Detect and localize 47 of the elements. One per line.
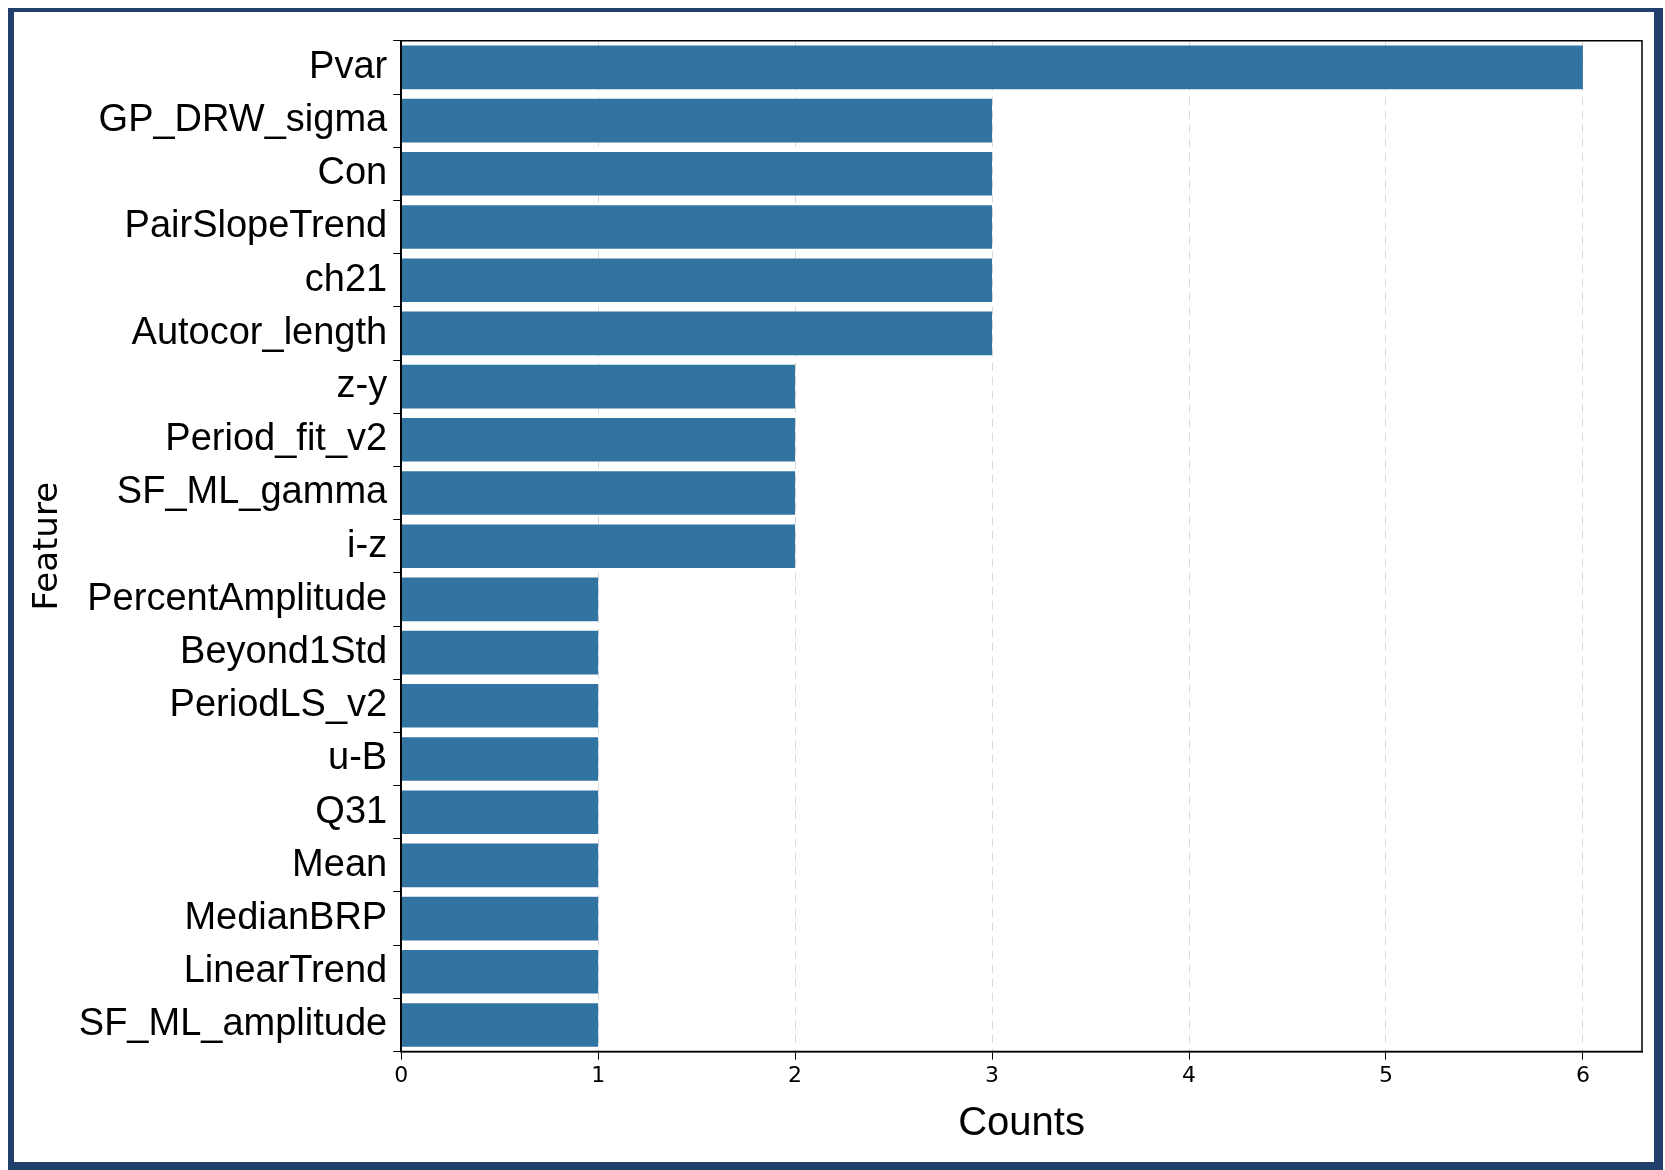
y-tick-label: PercentAmplitude bbox=[87, 575, 388, 618]
y-tick-label: Pvar bbox=[309, 43, 388, 86]
bar bbox=[401, 737, 599, 781]
y-tick-label: PairSlopeTrend bbox=[124, 203, 388, 246]
y-tick-label: Autocor_length bbox=[131, 309, 388, 352]
y-tick-label: Beyond1Std bbox=[180, 629, 388, 672]
bar bbox=[401, 205, 993, 249]
x-tick-label: 6 bbox=[1575, 1061, 1590, 1087]
y-tick-label: Q31 bbox=[315, 788, 388, 831]
y-tick-label: LinearTrend bbox=[183, 948, 388, 991]
bar bbox=[401, 364, 796, 409]
bar bbox=[401, 471, 796, 515]
x-tick-label: 3 bbox=[985, 1061, 1000, 1087]
bar bbox=[401, 949, 599, 994]
y-tick-label: Period_fit_v2 bbox=[165, 416, 388, 459]
y-tick-label: u-B bbox=[328, 735, 388, 778]
x-tick-label: 5 bbox=[1378, 1061, 1393, 1087]
y-tick-label: Con bbox=[317, 150, 388, 193]
bar bbox=[401, 630, 599, 675]
x-axis-title: Counts bbox=[958, 1099, 1085, 1144]
x-tick-label: 4 bbox=[1182, 1061, 1196, 1087]
y-tick-label: SF_ML_amplitude bbox=[78, 1001, 388, 1044]
bar bbox=[401, 98, 993, 143]
y-tick-label: MedianBRP bbox=[184, 895, 388, 938]
bar bbox=[401, 524, 796, 569]
bar bbox=[401, 1003, 599, 1047]
bar bbox=[401, 790, 599, 835]
y-axis-title: Feature bbox=[25, 481, 66, 611]
y-tick-label: GP_DRW_sigma bbox=[98, 97, 389, 140]
bar bbox=[401, 683, 599, 728]
bar bbox=[401, 151, 993, 196]
y-tick-label: ch21 bbox=[304, 256, 388, 299]
bar bbox=[401, 896, 599, 941]
x-tick-label: 1 bbox=[591, 1061, 606, 1087]
bar bbox=[401, 577, 599, 622]
x-tick-label: 2 bbox=[788, 1061, 803, 1087]
y-tick-label: i-z bbox=[347, 522, 388, 565]
bar bbox=[401, 311, 993, 356]
y-tick-label: z-y bbox=[336, 363, 388, 406]
bar bbox=[401, 843, 599, 888]
x-tick-label: 0 bbox=[394, 1061, 409, 1087]
y-tick-label: PeriodLS_v2 bbox=[169, 682, 388, 725]
bar bbox=[401, 258, 993, 303]
y-tick-label: SF_ML_gamma bbox=[116, 469, 389, 512]
bar bbox=[401, 417, 796, 462]
y-tick-label: Mean bbox=[292, 841, 388, 884]
bar bbox=[401, 45, 1583, 90]
